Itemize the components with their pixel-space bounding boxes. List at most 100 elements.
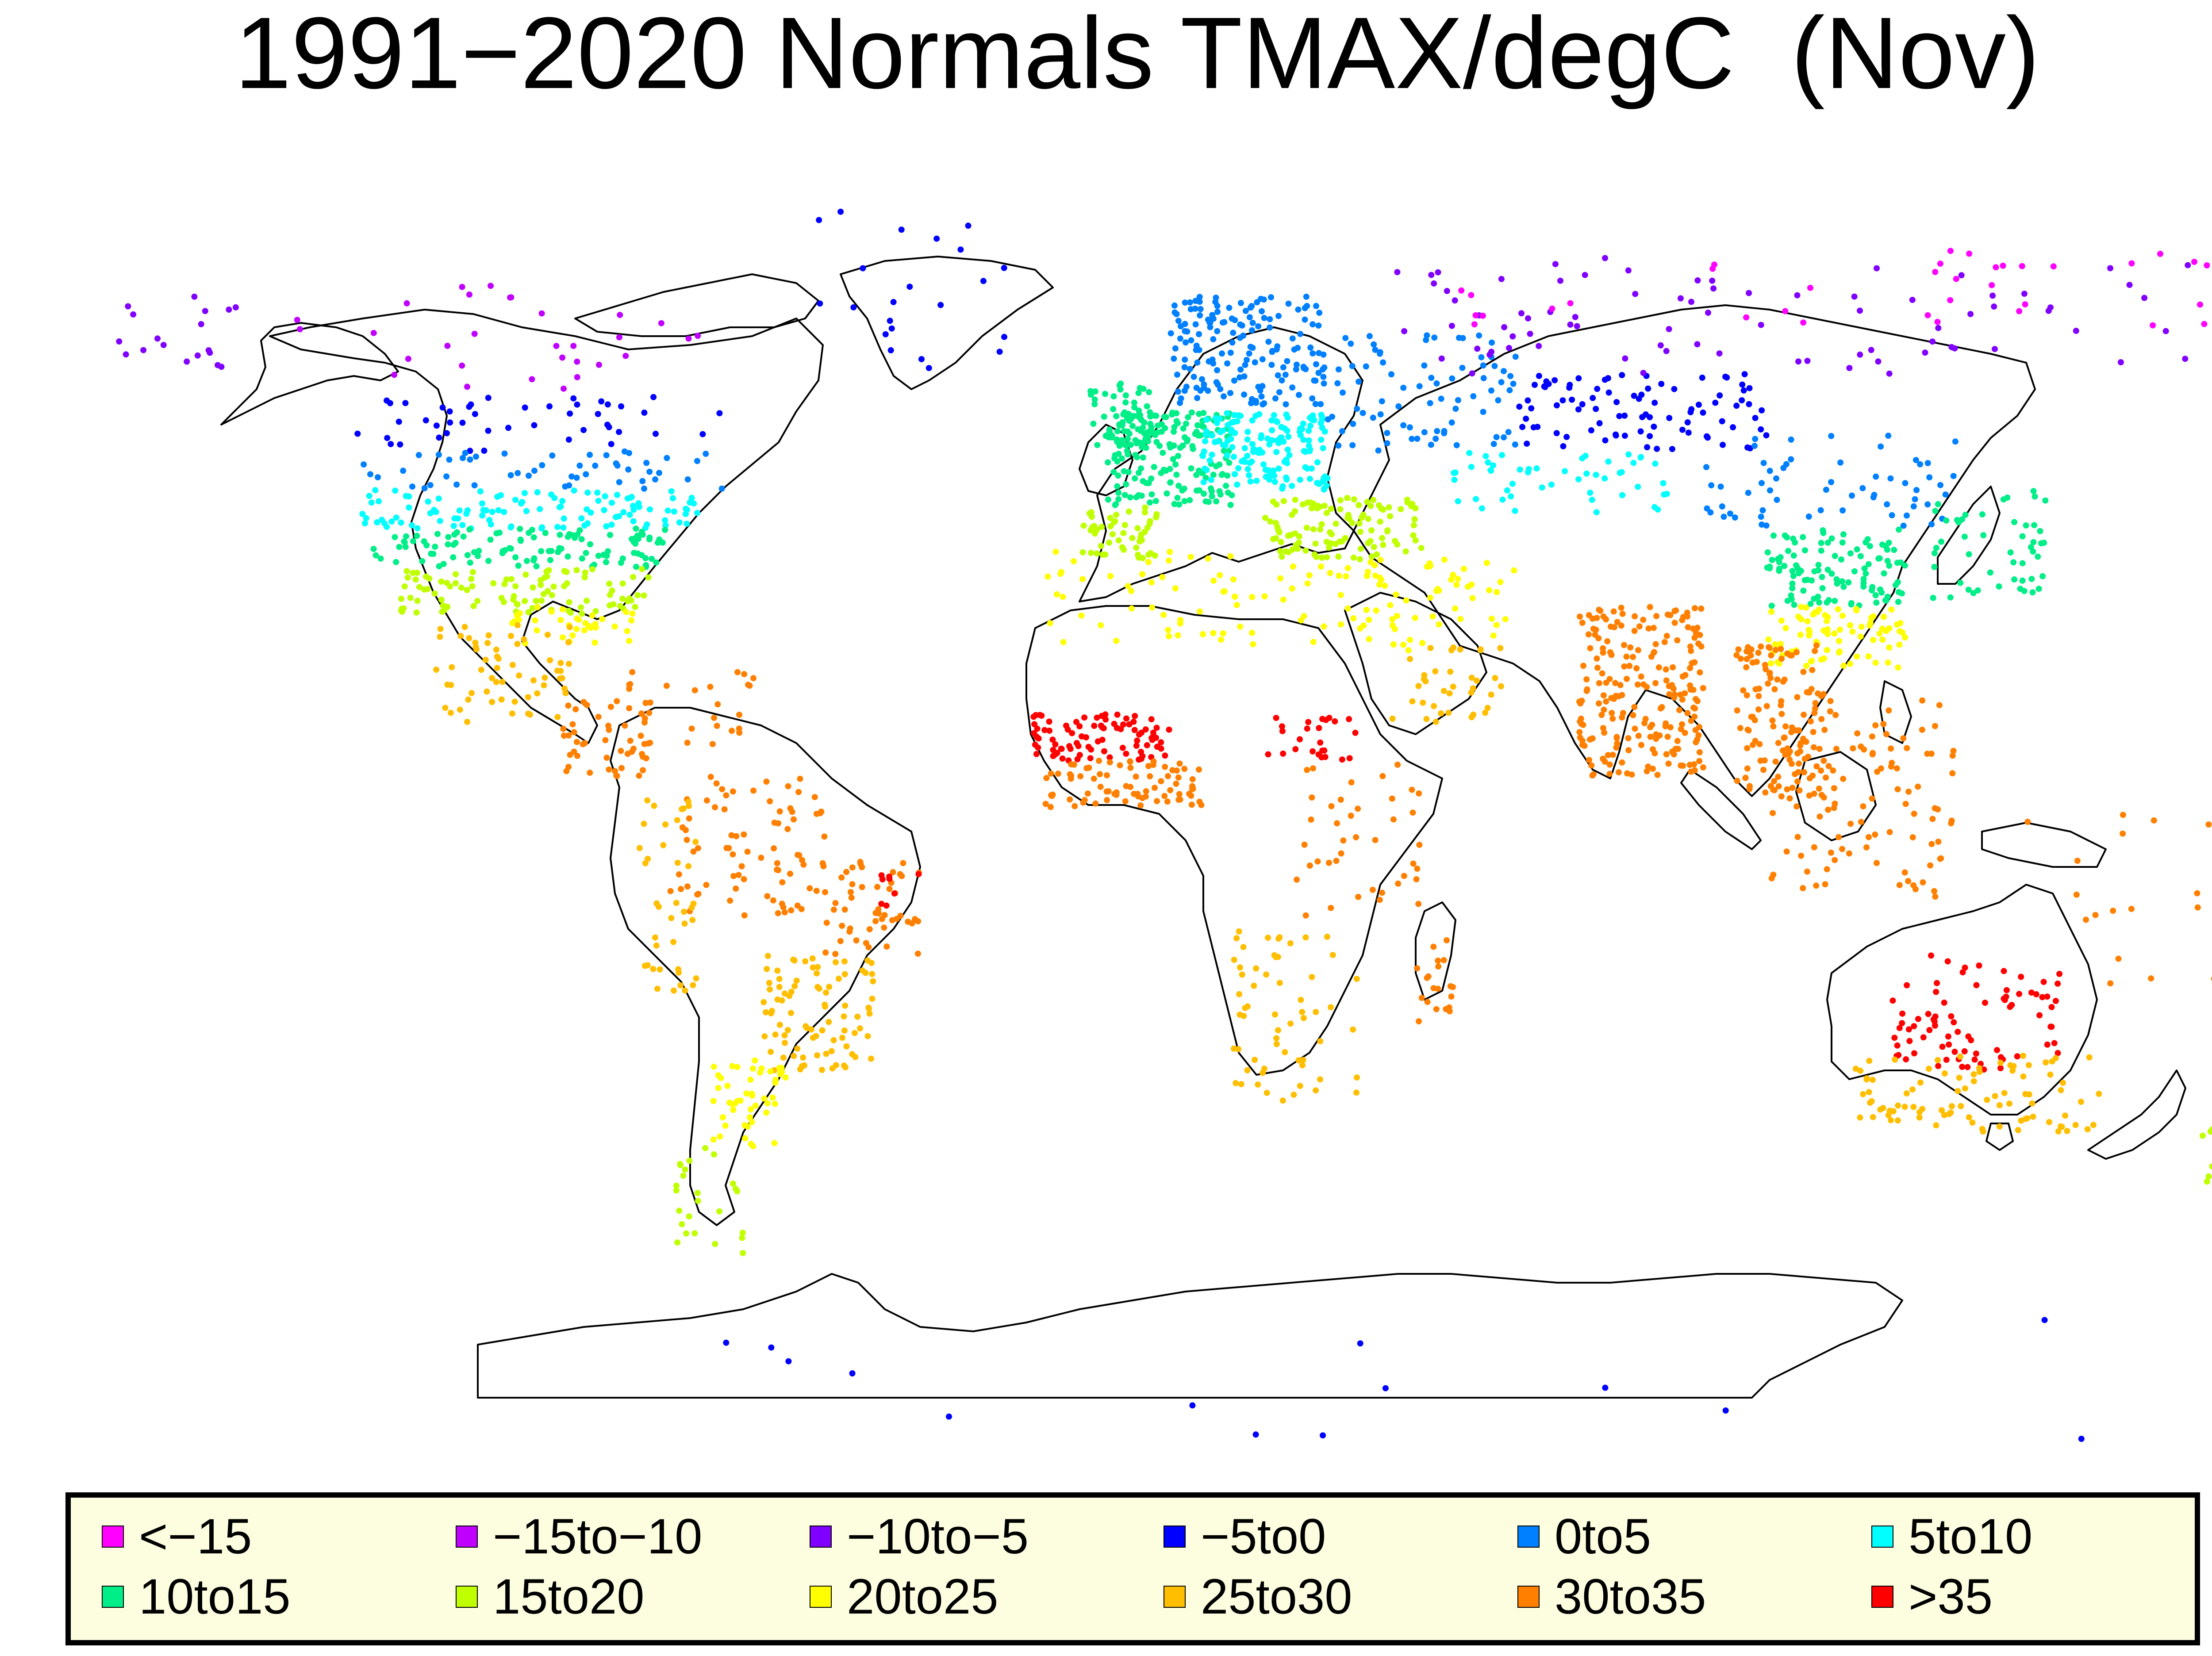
madagascar-outline bbox=[1415, 901, 1456, 1000]
station-marker bbox=[372, 487, 379, 494]
station-marker bbox=[630, 518, 637, 525]
station-marker bbox=[1076, 751, 1083, 758]
station-marker bbox=[1737, 656, 1744, 662]
station-marker bbox=[1504, 487, 1510, 494]
station-marker bbox=[1279, 483, 1286, 490]
station-marker bbox=[1619, 492, 1625, 498]
station-marker bbox=[1700, 685, 1706, 691]
station-marker bbox=[1372, 837, 1379, 843]
station-marker bbox=[814, 970, 820, 977]
station-marker bbox=[578, 604, 584, 611]
legend-label: 10to15 bbox=[139, 1569, 291, 1624]
station-marker bbox=[1158, 429, 1165, 435]
station-marker bbox=[1175, 483, 1182, 489]
station-marker bbox=[742, 1135, 749, 1142]
station-marker bbox=[1790, 573, 1797, 579]
station-marker bbox=[1489, 339, 1495, 346]
station-marker bbox=[574, 401, 580, 408]
station-marker bbox=[1219, 471, 1226, 477]
station-marker bbox=[1911, 1050, 1917, 1057]
station-marker bbox=[612, 768, 618, 774]
station-marker bbox=[1260, 296, 1267, 303]
station-marker bbox=[1808, 658, 1814, 665]
station-marker bbox=[1125, 583, 1131, 590]
station-marker bbox=[1854, 546, 1860, 552]
station-marker bbox=[464, 587, 470, 593]
station-marker bbox=[403, 533, 409, 540]
station-marker bbox=[530, 584, 536, 591]
station-marker bbox=[1452, 406, 1459, 412]
station-marker bbox=[823, 1050, 830, 1057]
station-marker bbox=[2107, 980, 2114, 987]
station-marker bbox=[581, 740, 588, 747]
station-marker bbox=[1224, 360, 1231, 367]
station-marker bbox=[2185, 262, 2191, 268]
station-marker bbox=[1767, 487, 1773, 494]
station-marker bbox=[1866, 834, 1872, 840]
station-marker bbox=[1218, 636, 1225, 643]
station-marker bbox=[1206, 457, 1213, 464]
station-marker bbox=[1240, 1012, 1247, 1019]
station-marker bbox=[1602, 255, 1608, 261]
station-marker bbox=[1144, 429, 1151, 435]
station-marker bbox=[1130, 718, 1137, 725]
station-marker bbox=[1171, 309, 1178, 316]
station-marker bbox=[647, 699, 653, 706]
station-marker bbox=[709, 741, 716, 748]
station-marker bbox=[1410, 860, 1417, 867]
station-marker bbox=[2115, 955, 2122, 962]
station-marker bbox=[1238, 1081, 1244, 1088]
station-marker bbox=[1884, 594, 1891, 600]
station-marker bbox=[1163, 414, 1169, 420]
station-marker bbox=[1719, 418, 1725, 425]
station-marker bbox=[1409, 786, 1415, 793]
station-marker bbox=[785, 783, 791, 790]
station-marker bbox=[1280, 498, 1287, 504]
tasmania-outline bbox=[1985, 1123, 2014, 1151]
station-marker bbox=[1860, 803, 1866, 809]
station-marker bbox=[1428, 272, 1435, 278]
station-marker bbox=[466, 635, 472, 641]
station-marker bbox=[735, 872, 742, 878]
station-marker bbox=[1888, 606, 1895, 613]
station-marker bbox=[1899, 1020, 1905, 1027]
station-marker bbox=[1360, 511, 1367, 518]
station-marker bbox=[1113, 413, 1120, 419]
station-marker bbox=[1800, 587, 1807, 594]
station-marker bbox=[1704, 505, 1710, 512]
station-marker bbox=[1480, 375, 1487, 381]
station-marker bbox=[1895, 1102, 1901, 1109]
station-marker bbox=[439, 404, 446, 411]
station-marker bbox=[1302, 547, 1309, 554]
station-marker bbox=[1691, 713, 1698, 720]
station-marker bbox=[1827, 698, 1834, 704]
legend-label: 25to30 bbox=[1201, 1569, 1352, 1624]
legend-item: 5to10 bbox=[1871, 1510, 2032, 1563]
station-marker bbox=[1096, 758, 1102, 764]
station-marker bbox=[1273, 1035, 1280, 1042]
station-marker bbox=[2019, 533, 2026, 540]
station-marker bbox=[763, 1009, 769, 1016]
station-marker bbox=[1641, 720, 1648, 726]
station-marker bbox=[518, 537, 524, 544]
station-marker bbox=[1948, 1103, 1955, 1109]
station-marker bbox=[1431, 703, 1437, 709]
station-marker bbox=[1079, 576, 1086, 583]
station-marker bbox=[1730, 424, 1736, 430]
station-marker bbox=[1292, 746, 1299, 752]
station-marker bbox=[1865, 653, 1872, 659]
station-marker bbox=[2028, 989, 2035, 996]
station-marker bbox=[1219, 319, 1226, 326]
station-marker bbox=[1610, 608, 1617, 615]
station-marker bbox=[399, 608, 405, 615]
station-marker bbox=[715, 1072, 722, 1078]
station-marker bbox=[1067, 771, 1073, 778]
station-marker bbox=[1920, 1034, 1927, 1041]
station-marker bbox=[558, 545, 565, 552]
station-marker bbox=[1259, 308, 1265, 314]
station-marker bbox=[2204, 1178, 2210, 1185]
station-marker bbox=[1447, 983, 1454, 989]
station-marker bbox=[1932, 723, 1938, 729]
station-marker bbox=[846, 928, 853, 935]
station-marker bbox=[384, 435, 391, 441]
